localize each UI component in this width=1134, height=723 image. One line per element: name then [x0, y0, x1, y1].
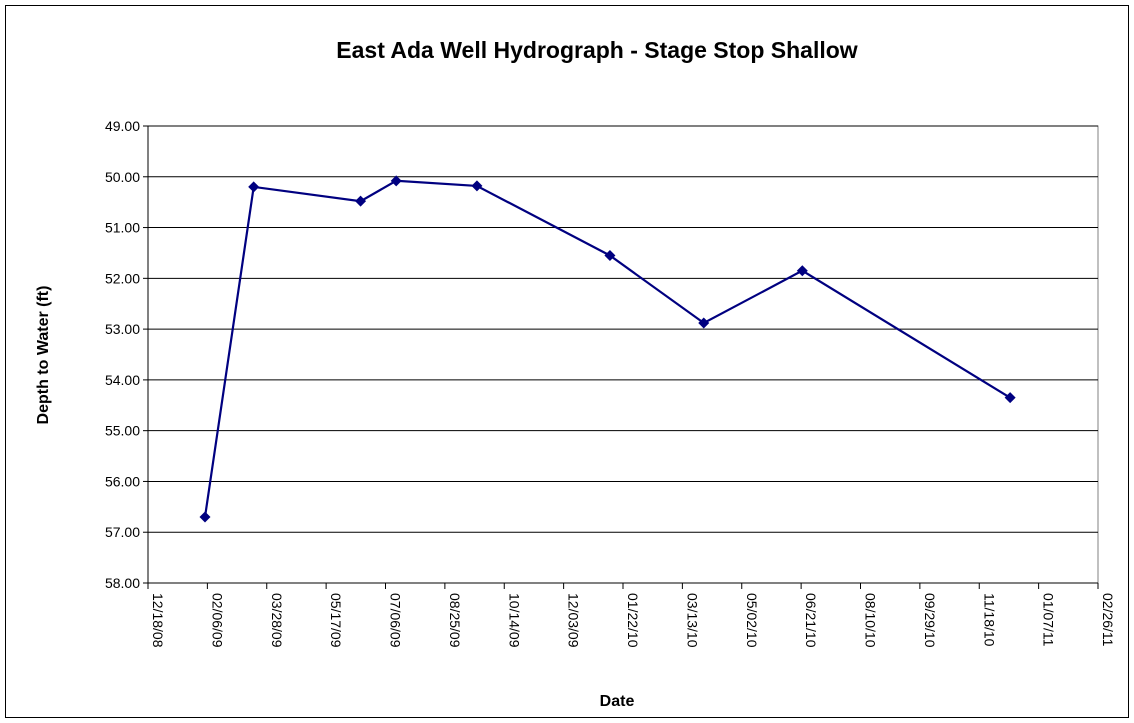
x-tick-label: 08/10/10: [863, 593, 879, 648]
y-tick-label: 55.00: [105, 423, 140, 439]
y-axis-label: Depth to Water (ft): [35, 286, 52, 425]
y-tick-label: 57.00: [105, 524, 140, 540]
data-point: [796, 265, 808, 277]
data-point: [1004, 392, 1016, 404]
x-tick-label: 07/06/09: [388, 593, 404, 648]
y-tick-label: 56.00: [105, 473, 140, 489]
data-point: [355, 195, 367, 207]
data-point: [698, 317, 710, 329]
x-axis-label: Date: [600, 693, 635, 710]
x-tick-label: 11/18/10: [981, 593, 997, 647]
x-tick-label: 02/06/09: [209, 593, 225, 648]
x-tick-label: 02/26/11: [1100, 593, 1116, 647]
y-tick-label: 50.00: [105, 169, 140, 185]
data-point: [248, 181, 260, 193]
x-tick-label: 06/21/10: [803, 593, 819, 648]
x-tick-label: 05/17/09: [328, 593, 344, 648]
x-tick-label: 01/07/11: [1041, 593, 1057, 647]
x-tick-label: 12/03/09: [566, 593, 582, 648]
y-tick-label: 54.00: [105, 372, 140, 388]
x-tick-label: 09/29/10: [922, 593, 938, 648]
y-tick-label: 51.00: [105, 220, 140, 236]
y-tick-label: 52.00: [105, 270, 140, 286]
y-tick-label: 53.00: [105, 321, 140, 337]
plot-area: [147, 125, 1099, 584]
x-tick-label: 03/13/10: [684, 593, 700, 648]
x-tick-label: 12/18/08: [150, 593, 166, 648]
chart-title: East Ada Well Hydrograph - Stage Stop Sh…: [336, 37, 858, 63]
data-point: [604, 249, 616, 261]
x-tick-label: 08/25/09: [447, 593, 463, 648]
y-tick-label: 58.00: [105, 575, 140, 591]
data-point: [390, 175, 402, 187]
x-tick-label: 01/22/10: [625, 593, 641, 648]
x-tick-label: 10/14/09: [506, 593, 522, 648]
data-point: [199, 511, 211, 523]
x-tick-label: 03/28/09: [269, 593, 285, 648]
y-tick-label: 49.00: [105, 118, 140, 134]
x-tick-label: 05/02/10: [744, 593, 760, 648]
data-point: [471, 180, 483, 192]
